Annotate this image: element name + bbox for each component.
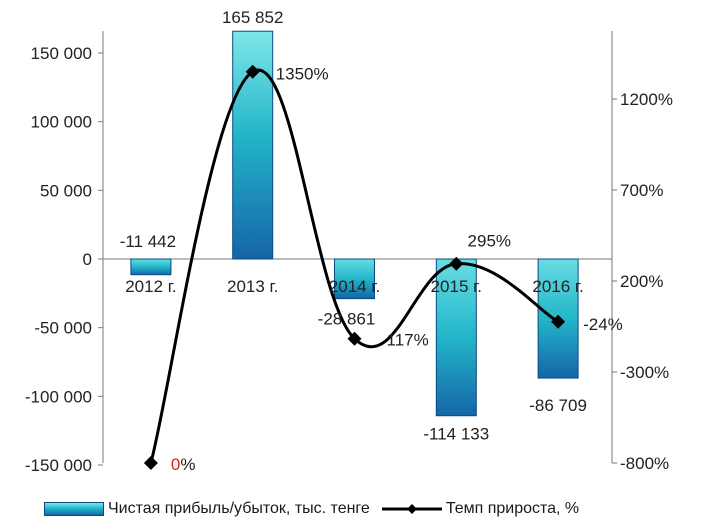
bar-data-label: -86 709 (529, 396, 587, 415)
bar-data-label: 165 852 (222, 8, 283, 27)
line-data-label: -24% (583, 315, 623, 334)
x-tick-label: 2016 г. (532, 277, 583, 296)
x-tick-label: 2013 г. (227, 277, 278, 296)
legend-bar-label: Чистая прибыль/убыток, тыс. тенге (108, 500, 370, 517)
y-left-tick-label: 50 000 (40, 181, 92, 200)
combo-chart: 150 000 100 000 50 000 0 -50 000 -100 000 -150… (25, 8, 673, 475)
line-data-label: 295% (468, 232, 511, 251)
line-data-label: 117% (387, 331, 429, 350)
y-left-tick-label: 100 000 (31, 113, 92, 132)
bar-data-label: -114 133 (423, 425, 489, 444)
x-tick-label: 2012 г. (125, 277, 176, 296)
line-marker (551, 314, 566, 329)
legend-item-bars: Чистая прибыль/убыток, тыс. тенге (44, 500, 370, 518)
y-right-tick-label: 200% (620, 272, 663, 291)
y-right-tick-label: 700% (620, 181, 663, 200)
line-marker (347, 331, 362, 346)
line-marker (245, 64, 260, 79)
legend-line-label: Темп прироста, % (445, 500, 580, 517)
bar (334, 258, 375, 300)
bar (435, 258, 477, 417)
bar (130, 258, 172, 276)
legend-bar-swatch (44, 502, 104, 516)
line-marker (449, 256, 464, 271)
line-data-label-highlight: 0 (171, 455, 180, 474)
y-left-tick-label: -50 000 (34, 319, 92, 338)
y-left-tick-label: -100 000 (25, 387, 92, 406)
x-tick-label: 2015 г. (431, 277, 482, 296)
y-left-tick-label: 0 (83, 250, 92, 269)
line-data-label-rest: % (180, 455, 195, 474)
y-right-tick-label: -800% (620, 454, 669, 473)
x-tick-label: 2014 г. (329, 277, 380, 296)
legend-item-line: Темп прироста, % (380, 500, 579, 518)
line-data-label: 1350% (276, 65, 329, 84)
bar-data-label: -28 861 (318, 310, 376, 329)
y-right-tick-label: -300% (620, 363, 669, 382)
bar-data-label: -11 442 (120, 232, 176, 251)
line-data-label: 0% (171, 455, 196, 474)
y-left-tick-label: -150 000 (25, 456, 92, 475)
legend-line-swatch (381, 504, 442, 514)
y-left-tick-label: 150 000 (31, 44, 92, 63)
y-right-tick-label: 1200% (620, 90, 673, 109)
legend: Чистая прибыль/убыток, тыс. тенге Темп п… (44, 497, 589, 521)
line-marker (143, 456, 158, 470)
